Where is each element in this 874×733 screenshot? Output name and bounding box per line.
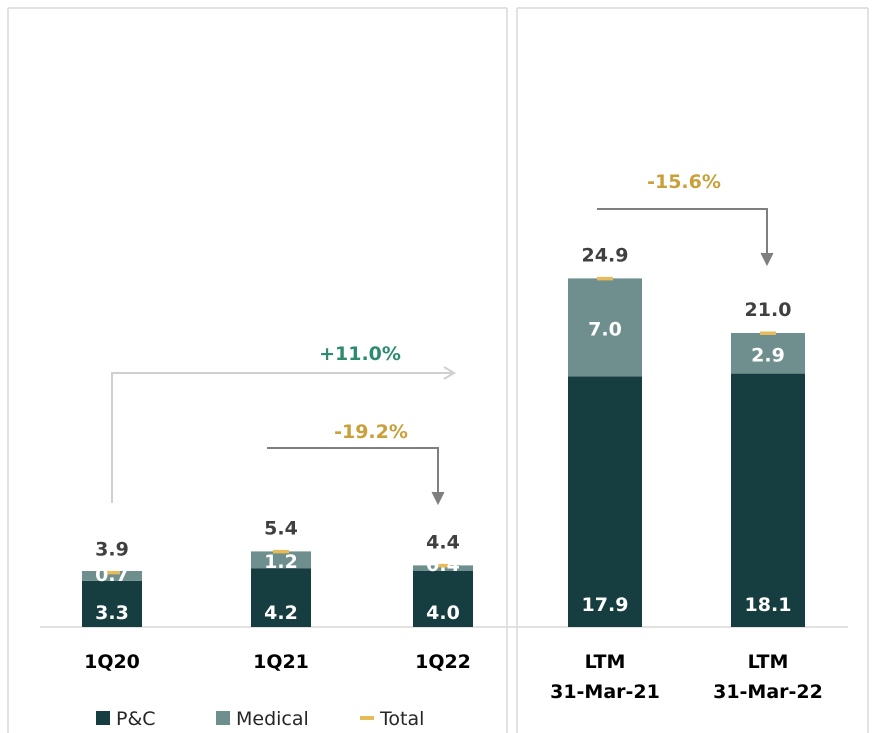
category-label-1-1-1: 31-Mar-22 — [713, 681, 823, 703]
category-label-0-2-0: 1Q22 — [415, 651, 471, 673]
value-label-1-0-1: 7.0 — [588, 318, 622, 340]
legend-label-2: Total — [379, 708, 424, 730]
bar-medical-0-2 — [413, 565, 473, 571]
bar-pc-0-1 — [251, 568, 311, 627]
arrow-down-icon — [760, 252, 774, 267]
total-marker-1-1 — [760, 331, 776, 335]
value-label-0-1-0: 4.2 — [264, 602, 298, 624]
total-label-0-2: 4.4 — [426, 531, 460, 553]
total-label-0-1: 5.4 — [264, 517, 298, 539]
value-label-1-1-0: 18.1 — [745, 594, 792, 616]
arrow-down-icon — [431, 491, 445, 506]
labels-layer: 3.3 0.7 3.9 4.2 1.2 5.4 4.0 0.44.4 17.9 7.0 24.9 18… — [95, 244, 791, 624]
bar-medical-1-0 — [568, 278, 642, 377]
category-label-1-1-0: LTM — [748, 651, 789, 673]
total-marker-1-0 — [597, 276, 613, 281]
total-marker-0-1 — [273, 549, 289, 554]
bar-medical-1-1 — [731, 333, 805, 374]
x-axis-labels: 1Q20 1Q21 1Q22 LTM 31-Mar-21 LTM 31-Mar-22 — [84, 651, 823, 703]
annotation-minus-19: -19.2% — [267, 421, 445, 506]
annotation-plus-11: +11.0% — [111, 343, 456, 503]
annotation-connector-plus-11 — [111, 372, 452, 503]
bar-pc-0-0 — [82, 580, 142, 627]
annotation-label-plus-11: +11.0% — [319, 343, 401, 365]
annotation-minus-15: -15.6% — [597, 171, 774, 267]
bar-pc-1-1 — [731, 373, 805, 627]
value-label-1-1-1: 2.9 — [751, 344, 785, 366]
legend-swatch-0 — [96, 711, 110, 725]
category-label-1-0-1: 31-Mar-21 — [550, 681, 660, 703]
total-marker-0-0 — [104, 570, 120, 575]
total-label-1-0: 24.9 — [582, 244, 629, 266]
bar-pc-0-2 — [413, 571, 473, 627]
category-label-0-0-0: 1Q20 — [84, 651, 140, 673]
category-label-0-1-0: 1Q21 — [253, 651, 309, 673]
total-label-1-1: 21.0 — [745, 299, 792, 321]
annotation-connector-minus-19 — [267, 447, 439, 502]
arrow-right-icon — [443, 366, 456, 380]
bar-medical-0-0 — [82, 571, 142, 581]
bar-medical-0-1 — [251, 551, 311, 569]
legend-label-1: Medical — [236, 708, 309, 730]
legend-label-0: P&C — [116, 708, 156, 730]
value-label-0-2-1: 0.4 — [426, 554, 460, 576]
value-label-0-0-1: 0.7 — [95, 564, 129, 586]
total-marker-0-2 — [435, 563, 451, 568]
legend-swatch-1 — [216, 711, 230, 725]
value-label-0-1-1: 1.2 — [264, 551, 298, 573]
value-label-1-0-0: 17.9 — [582, 594, 629, 616]
legend-swatch-2 — [360, 716, 374, 720]
total-label-0-0: 3.9 — [95, 538, 129, 560]
bars-layer — [82, 276, 805, 627]
bar-pc-1-0 — [568, 376, 642, 627]
annotation-label-minus-19: -19.2% — [334, 421, 408, 443]
legend: P&C Medical Total — [96, 708, 424, 730]
value-label-0-2-0: 4.0 — [426, 602, 460, 624]
value-label-0-0-0: 3.3 — [95, 602, 129, 624]
annotation-label-minus-15: -15.6% — [647, 171, 721, 193]
category-label-1-0-0: LTM — [585, 651, 626, 673]
annotation-connector-minus-15 — [597, 208, 768, 263]
